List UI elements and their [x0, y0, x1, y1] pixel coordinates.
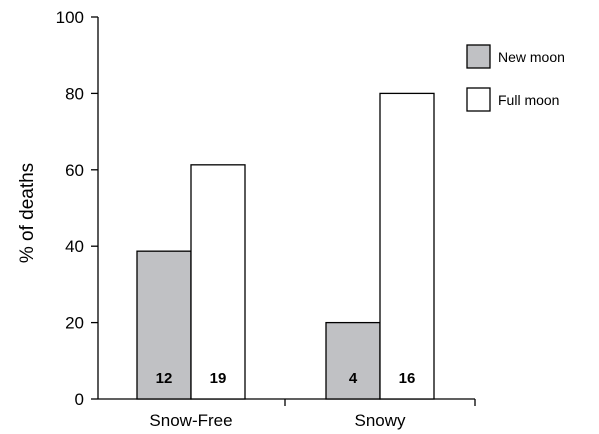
x-tick-label: Snow-Free	[149, 411, 232, 430]
bar-labels: 12 19 4 16	[156, 370, 416, 387]
bar	[325, 321, 381, 400]
y-ticks: 0 20 40 60 80 100	[56, 8, 98, 409]
legend-label: Full moon	[498, 92, 559, 108]
bar-data-label: 4	[349, 370, 358, 387]
y-tick-label: 80	[65, 84, 84, 103]
bar	[136, 250, 192, 400]
y-tick-label: 20	[65, 314, 84, 333]
bars	[136, 92, 435, 400]
y-axis-title: % of deaths	[17, 163, 38, 263]
legend-label: New moon	[498, 49, 565, 65]
legend-swatch	[466, 44, 491, 69]
legend-swatch	[466, 87, 491, 112]
legend: New moon Full moon	[466, 44, 565, 112]
y-tick-label: 60	[65, 161, 84, 180]
bar-data-label: 19	[210, 370, 227, 387]
bar	[379, 92, 435, 400]
y-tick-label: 100	[56, 8, 84, 27]
bar-data-label: 16	[399, 370, 416, 387]
y-tick-label: 40	[65, 237, 84, 256]
bar	[190, 164, 246, 400]
x-ticks: Snow-Free Snowy	[149, 399, 476, 430]
y-tick-label: 0	[75, 390, 84, 409]
bar-data-label: 12	[156, 370, 173, 387]
x-tick-label: Snowy	[354, 411, 406, 430]
